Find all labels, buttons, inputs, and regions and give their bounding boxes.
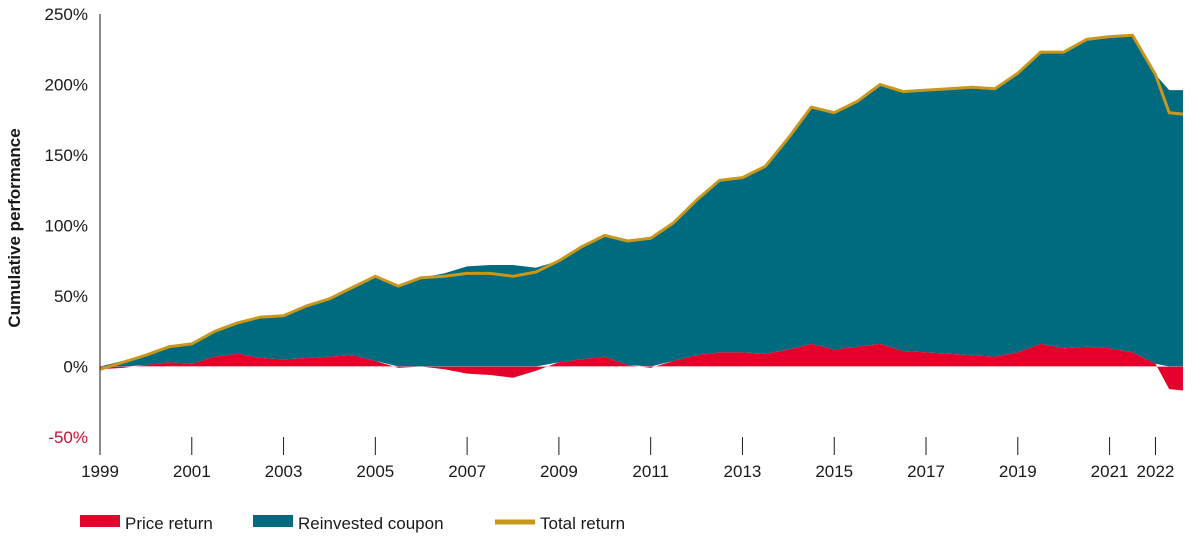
y-tick-label: 200% — [45, 76, 88, 95]
y-tick-label: 250% — [45, 5, 88, 24]
x-tick-label: 2007 — [448, 462, 486, 481]
y-tick-label: 0% — [63, 358, 88, 377]
x-tick-label: 2022 — [1137, 462, 1175, 481]
legend-swatch-reinvested-coupon — [253, 515, 293, 527]
x-tick-label: 2015 — [815, 462, 853, 481]
legend-label-price-return: Price return — [125, 514, 213, 533]
y-axis-title: Cumulative performance — [5, 128, 24, 327]
x-tick-label: 2003 — [265, 462, 303, 481]
x-tick-label: 1999 — [81, 462, 119, 481]
legend-label-total-return: Total return — [540, 514, 625, 533]
x-axis: 1999 2001 2003 2005 2007 2009 2011 2013 2015 2017… — [81, 437, 1174, 481]
x-tick-label: 2011 — [632, 462, 669, 481]
plot-area — [99, 33, 1184, 391]
series-reinvested-coupon-area — [100, 35, 1183, 367]
legend: Price return Reinvested coupon Total ret… — [80, 514, 625, 533]
x-tick-label: 2017 — [907, 462, 945, 481]
x-tick-label: 2021 — [1091, 462, 1129, 481]
series-total-return-line — [99, 33, 1184, 371]
x-tick-label: 2013 — [724, 462, 762, 481]
y-tick-label: 150% — [45, 146, 88, 165]
x-tick-label: 2019 — [999, 462, 1037, 481]
x-tick-label: 2009 — [540, 462, 578, 481]
y-axis: -50% 0% 50% 100% 150% 200% 250% — [45, 5, 101, 447]
y-tick-label: -50% — [48, 428, 88, 447]
y-tick-label: 50% — [54, 287, 88, 306]
series-price-return-area — [100, 343, 1183, 391]
legend-label-reinvested-coupon: Reinvested coupon — [298, 514, 444, 533]
x-tick-label: 2005 — [356, 462, 394, 481]
x-tick-label: 2001 — [173, 462, 211, 481]
y-tick-label: 100% — [45, 217, 88, 236]
legend-swatch-price-return — [80, 515, 120, 527]
